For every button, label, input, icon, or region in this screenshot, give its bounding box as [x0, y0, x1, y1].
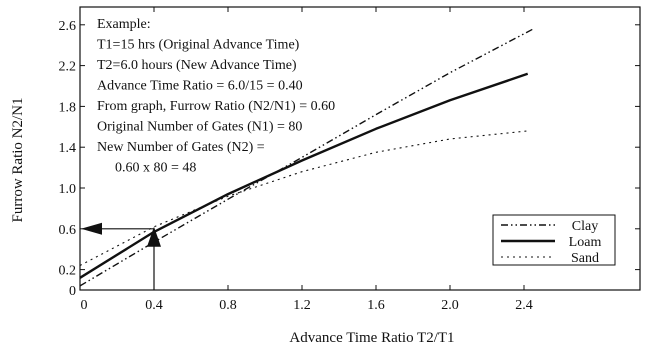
series-line-sand	[79, 130, 528, 266]
annotation-line: From graph, Furrow Ratio (N2/N1) = 0.60	[97, 99, 335, 114]
annotation-line: Original Number of Gates (N1) = 80	[97, 120, 302, 135]
y-tick-labels: 0 0.2 0.6 1.0 1.4 1.8 2.2 2.6	[59, 19, 77, 299]
x-tick-label: 0.8	[219, 298, 237, 313]
y-tick-label: 1.8	[59, 100, 77, 115]
x-tick-labels: 0.4 0.8 1.2 1.6 2.0 2.4 0	[81, 298, 533, 313]
x-tick-label: 0	[81, 298, 88, 313]
y-tick-label: 0.6	[59, 223, 77, 238]
x-tick-label: 0.4	[145, 298, 163, 313]
y-tick-label: 0	[69, 284, 76, 299]
annotation-line: New Number of Gates (N2) =	[97, 140, 265, 155]
x-tick-label: 2.0	[441, 298, 459, 313]
legend-label-loam: Loam	[569, 235, 602, 250]
annotation-line: T1=15 hrs (Original Advance Time)	[97, 38, 300, 53]
example-annotation: Example: T1=15 hrs (Original Advance Time…	[97, 17, 335, 176]
y-tick-label: 1.4	[59, 141, 77, 156]
annotation-line: Example:	[97, 17, 151, 32]
annotation-line: 0.60 x 80 = 48	[115, 161, 196, 176]
x-tick-label: 1.2	[293, 298, 311, 313]
y-tick-label: 2.6	[59, 19, 77, 34]
x-axis-label: Advance Time Ratio T2/T1	[289, 330, 454, 346]
y-axis-label: Furrow Ratio N2/N1	[10, 98, 26, 223]
legend-label-clay: Clay	[572, 219, 598, 234]
plot-frame	[79, 6, 641, 291]
axes	[79, 6, 641, 291]
x-tick-label: 1.6	[367, 298, 385, 313]
legend-label-sand: Sand	[571, 251, 599, 266]
annotation-line: Advance Time Ratio = 6.0/15 = 0.40	[97, 79, 303, 94]
x-tick-label: 2.4	[515, 298, 533, 313]
example-left-arrowhead	[81, 222, 102, 235]
y-tick-label: 0.2	[59, 264, 77, 279]
example-arrows	[81, 222, 161, 290]
annotation-line: T2=6.0 hours (New Advance Time)	[97, 58, 297, 73]
y-tick-label: 2.2	[59, 60, 77, 75]
example-up-arrowhead	[147, 226, 161, 247]
tick-marks	[79, 7, 640, 291]
y-tick-label: 1.0	[59, 182, 77, 197]
